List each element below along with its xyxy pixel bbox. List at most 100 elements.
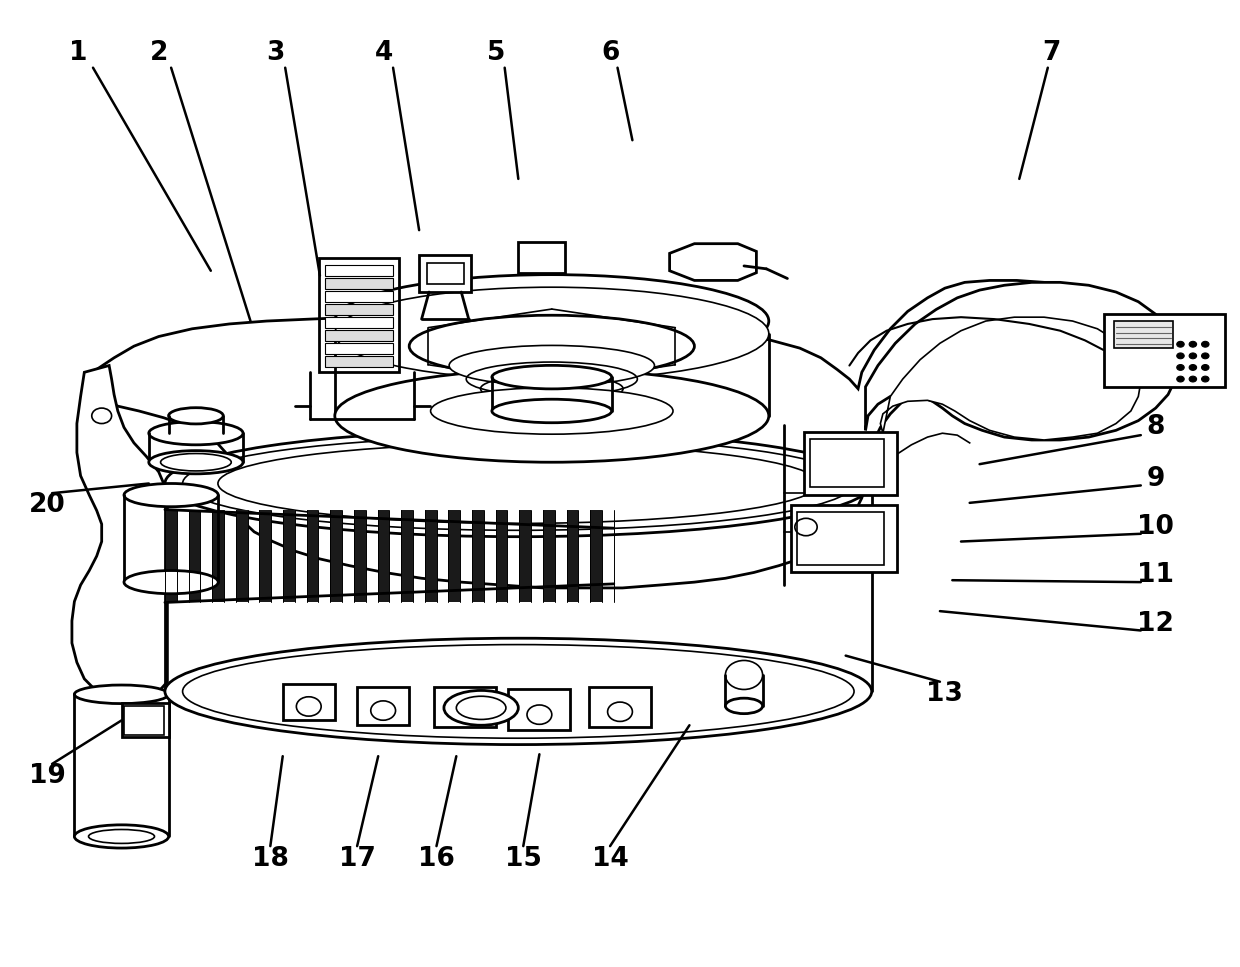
Bar	[325, 265, 393, 276]
Circle shape	[1177, 365, 1184, 370]
Bar	[353, 510, 366, 602]
Bar	[188, 510, 201, 602]
Text: 18: 18	[252, 846, 289, 871]
Bar	[791, 505, 897, 572]
Bar	[543, 510, 554, 602]
Polygon shape	[880, 317, 1141, 440]
Bar	[1104, 314, 1225, 387]
Bar	[797, 512, 884, 565]
Bar	[122, 703, 169, 737]
Bar	[325, 291, 393, 302]
Text: 15: 15	[505, 846, 542, 871]
Bar	[124, 706, 164, 735]
Text: 9: 9	[1147, 466, 1164, 491]
Bar	[590, 510, 601, 602]
Ellipse shape	[335, 287, 769, 380]
Ellipse shape	[492, 399, 611, 423]
Text: 20: 20	[29, 492, 66, 517]
Text: 1: 1	[69, 41, 87, 66]
Text: 7: 7	[1043, 41, 1060, 66]
Bar	[325, 278, 393, 289]
Bar	[306, 510, 319, 602]
Bar	[212, 510, 224, 602]
Bar	[325, 305, 393, 315]
Bar	[472, 510, 484, 602]
Text: 2: 2	[150, 41, 167, 66]
Bar	[402, 510, 413, 602]
Ellipse shape	[725, 698, 763, 714]
Circle shape	[1202, 341, 1209, 347]
Bar	[804, 432, 897, 495]
Bar	[589, 687, 651, 727]
Ellipse shape	[124, 571, 218, 594]
Text: 3: 3	[267, 41, 284, 66]
Text: 17: 17	[339, 846, 376, 871]
Circle shape	[1189, 376, 1197, 382]
Bar	[434, 687, 496, 727]
Text: 14: 14	[591, 846, 629, 871]
Bar	[325, 331, 393, 341]
Bar	[810, 439, 884, 487]
Text: 6: 6	[601, 41, 619, 66]
Bar	[330, 510, 342, 602]
Bar	[449, 510, 460, 602]
Bar	[496, 510, 507, 602]
Circle shape	[1189, 341, 1197, 347]
Ellipse shape	[430, 388, 673, 434]
Ellipse shape	[169, 408, 223, 424]
Circle shape	[1189, 365, 1197, 370]
Circle shape	[1177, 376, 1184, 382]
Circle shape	[1202, 353, 1209, 359]
Ellipse shape	[165, 430, 872, 537]
Ellipse shape	[149, 422, 243, 445]
Circle shape	[1202, 376, 1209, 382]
Circle shape	[1177, 341, 1184, 347]
Bar	[236, 510, 248, 602]
Bar	[357, 687, 409, 725]
Bar	[325, 343, 393, 355]
Ellipse shape	[74, 685, 169, 704]
Circle shape	[1202, 365, 1209, 370]
Text: 16: 16	[418, 846, 455, 871]
Bar	[567, 510, 578, 602]
Polygon shape	[93, 280, 1118, 588]
Bar	[325, 357, 393, 367]
Bar	[520, 510, 531, 602]
Bar	[1114, 321, 1173, 348]
Ellipse shape	[165, 638, 872, 745]
Text: 13: 13	[926, 682, 963, 707]
Bar	[325, 317, 393, 329]
Bar	[419, 255, 471, 292]
Ellipse shape	[409, 315, 694, 377]
Text: 11: 11	[1137, 563, 1174, 588]
Ellipse shape	[335, 275, 769, 367]
Text: 8: 8	[1147, 415, 1164, 440]
Text: 4: 4	[376, 41, 393, 66]
Text: 19: 19	[29, 763, 66, 788]
Ellipse shape	[74, 825, 169, 848]
Polygon shape	[866, 282, 1178, 440]
Text: 5: 5	[487, 41, 505, 66]
Ellipse shape	[444, 690, 518, 725]
Text: 10: 10	[1137, 514, 1174, 540]
Bar	[283, 510, 295, 602]
Polygon shape	[670, 244, 756, 280]
Bar	[319, 258, 399, 372]
Bar	[259, 510, 272, 602]
Bar	[283, 684, 335, 720]
Ellipse shape	[449, 345, 655, 386]
Bar	[427, 263, 464, 284]
Ellipse shape	[335, 369, 769, 462]
Text: 12: 12	[1137, 611, 1174, 636]
Ellipse shape	[149, 451, 243, 474]
Bar	[377, 510, 389, 602]
Circle shape	[1189, 353, 1197, 359]
Bar	[518, 242, 565, 273]
Ellipse shape	[124, 484, 218, 507]
Bar	[165, 510, 177, 602]
Ellipse shape	[492, 366, 611, 389]
Polygon shape	[72, 366, 167, 701]
Circle shape	[1177, 353, 1184, 359]
Bar	[425, 510, 436, 602]
Bar	[508, 689, 570, 730]
